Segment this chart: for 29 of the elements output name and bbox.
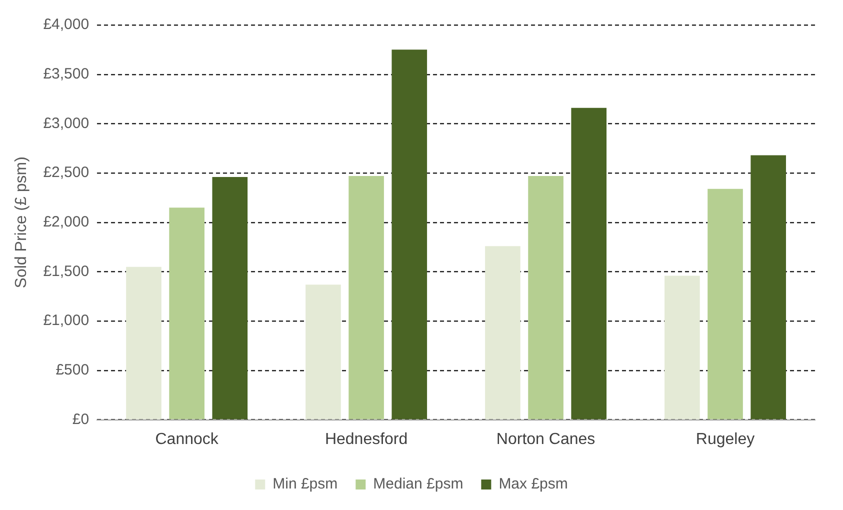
y-tick-label: £3,500 (43, 65, 90, 82)
bar (750, 155, 786, 420)
y-tick-label: £2,500 (43, 164, 90, 182)
bar (571, 108, 607, 420)
bar (708, 188, 743, 420)
bar (348, 176, 384, 420)
bar (306, 284, 341, 420)
bar (664, 276, 700, 420)
y-tick-label: £1,000 (43, 312, 90, 330)
y-tick-label: £2,000 (43, 214, 90, 231)
legend-label: Min £psm (272, 476, 338, 493)
bar (126, 266, 162, 420)
bar (528, 176, 564, 420)
y-tick-label: £4,000 (43, 16, 90, 34)
bar (169, 208, 204, 420)
x-tick-label: Cannock (155, 430, 220, 448)
x-tick-label: Hednesford (324, 430, 408, 448)
y-axis-title: Sold Price (£ psm) (13, 156, 30, 288)
bar (212, 177, 248, 420)
y-tick-label: £1,500 (43, 262, 90, 280)
x-tick-label: Rugeley (696, 430, 755, 448)
bar (485, 246, 520, 420)
x-tick-label: Norton Canes (496, 430, 596, 448)
bar (392, 50, 428, 420)
legend-label: Max £psm (498, 476, 568, 493)
y-tick-label: £500 (56, 362, 90, 379)
y-tick-label: £3,000 (43, 114, 90, 132)
y-tick-label: £0 (72, 410, 90, 428)
legend-label: Median £psm (373, 476, 464, 493)
